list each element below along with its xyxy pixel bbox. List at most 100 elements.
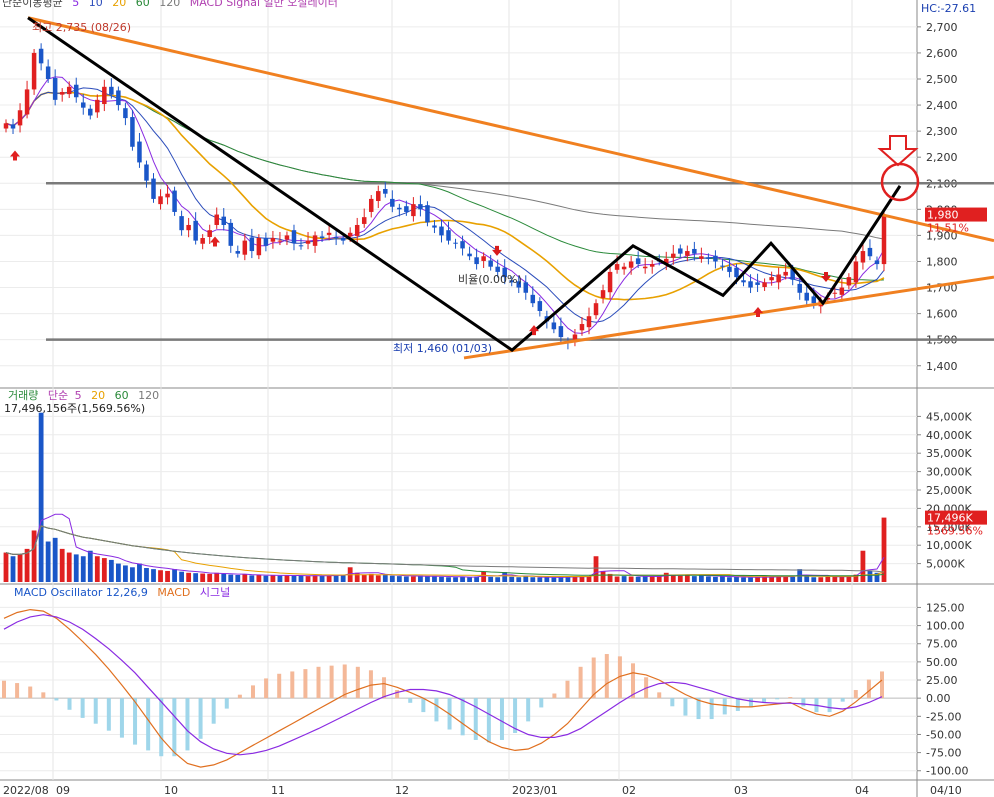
volume-bar (713, 576, 718, 582)
lower-trendline (463, 275, 994, 360)
macd-oscillator-bar (237, 694, 242, 699)
candle-body (460, 241, 465, 249)
macd-oscillator-bar (722, 698, 727, 715)
macd-oscillator-bar (41, 692, 46, 699)
candle-body (235, 251, 241, 254)
volume-bar (839, 576, 845, 582)
macd-oscillator-bar (185, 698, 190, 751)
volume-bar (755, 577, 760, 582)
macd-oscillator-bar (853, 690, 858, 699)
candle-body (495, 266, 500, 272)
macd-oscillator-bar (408, 698, 413, 703)
macd-oscillator-bar (277, 673, 282, 699)
volume-bar (284, 575, 290, 582)
price-ma120: 120 (159, 0, 181, 9)
volume-bar (565, 576, 571, 582)
volume-bar (579, 576, 585, 582)
volume-bar (488, 576, 494, 582)
candle-body (305, 240, 311, 244)
candle-body (446, 230, 451, 241)
candle-body (474, 257, 479, 265)
volume-bar (228, 574, 234, 582)
volume-bar (783, 576, 789, 582)
macd-oscillator-bar (604, 654, 609, 699)
price-tick-label: 1,900 (926, 229, 958, 242)
candle-body (481, 256, 486, 261)
volume-bar (151, 569, 156, 582)
volume-bar (263, 575, 269, 582)
candle-body (762, 282, 767, 288)
volume-bar (439, 576, 444, 582)
volume-bar (677, 575, 683, 582)
price-ma-10-line (5, 87, 885, 323)
volume-header: 거래량 단순 5 20 60 120 (8, 389, 165, 402)
candle-body (390, 198, 395, 207)
macd-oscillator-bar (801, 698, 806, 707)
candle-body (769, 277, 774, 281)
candle-body (523, 282, 529, 293)
candle-body (579, 324, 585, 331)
volume-bar (242, 574, 248, 582)
candle-body (685, 251, 690, 256)
sell-arrow-icon (492, 245, 502, 256)
price-tick-label: 2,600 (926, 47, 958, 60)
volume-bar (642, 576, 648, 582)
macd-oscillator-bar (146, 698, 151, 751)
candle-body (249, 237, 255, 252)
candle-body (88, 108, 93, 116)
volume-bar (762, 576, 767, 582)
candle-body (326, 232, 332, 235)
macd-oscillator-bar (250, 685, 255, 699)
volume-bar (31, 530, 37, 582)
macd-oscillator-bar (106, 698, 111, 731)
candle-body (151, 178, 156, 199)
volume-bar (158, 570, 163, 582)
candle-body (432, 225, 437, 228)
candle-body (713, 255, 718, 262)
volume-title: 거래량 (8, 389, 39, 402)
x-tick-label: 02 (622, 784, 636, 797)
candle-body (24, 89, 30, 115)
volume-bar (137, 563, 142, 582)
macd-oscillator-bar (368, 670, 373, 699)
volume-bar (256, 575, 262, 582)
candle-body (3, 123, 9, 129)
macd-oscillator-bar (591, 657, 596, 699)
volume-bar (298, 575, 304, 582)
candle-body (66, 86, 72, 95)
last-price-badge-text: 1,980 (927, 209, 959, 222)
volume-bar (165, 570, 170, 582)
candle-body (734, 267, 739, 278)
macd-oscillator-bar (788, 697, 793, 699)
candle-body (671, 253, 676, 258)
candle-body (804, 292, 809, 301)
volume-tick-label: 30,000K (926, 466, 972, 479)
volume-bar (115, 563, 121, 582)
volume-bar (130, 567, 135, 582)
volume-bar (516, 577, 522, 582)
hc-readout: HC:-27.61 (921, 2, 977, 15)
macd-oscillator-bar (709, 698, 714, 720)
candle-body (558, 326, 564, 338)
price-tick-label: 2,400 (926, 99, 958, 112)
candle-body (31, 52, 37, 90)
candle-body (811, 296, 817, 304)
volume-bar (572, 576, 578, 582)
volume-bar (186, 572, 192, 582)
macd-oscillator-bar (342, 664, 347, 699)
macd-oscillator-bar (2, 680, 6, 699)
macd-oscillator-bar (329, 665, 334, 699)
x-tick-label: 04/10 (930, 784, 962, 797)
volume-bar (375, 575, 381, 582)
candle-body (502, 267, 507, 278)
candle-body (277, 240, 283, 242)
volume-bar (87, 550, 93, 582)
x-tick-label: 2023/01 (512, 784, 558, 797)
candle-body (509, 280, 514, 283)
candle-body (200, 238, 205, 244)
volume-ma-label: 단순 (47, 389, 69, 402)
candle-body (411, 204, 416, 217)
candle-body (284, 235, 290, 240)
candle-body (179, 216, 184, 231)
